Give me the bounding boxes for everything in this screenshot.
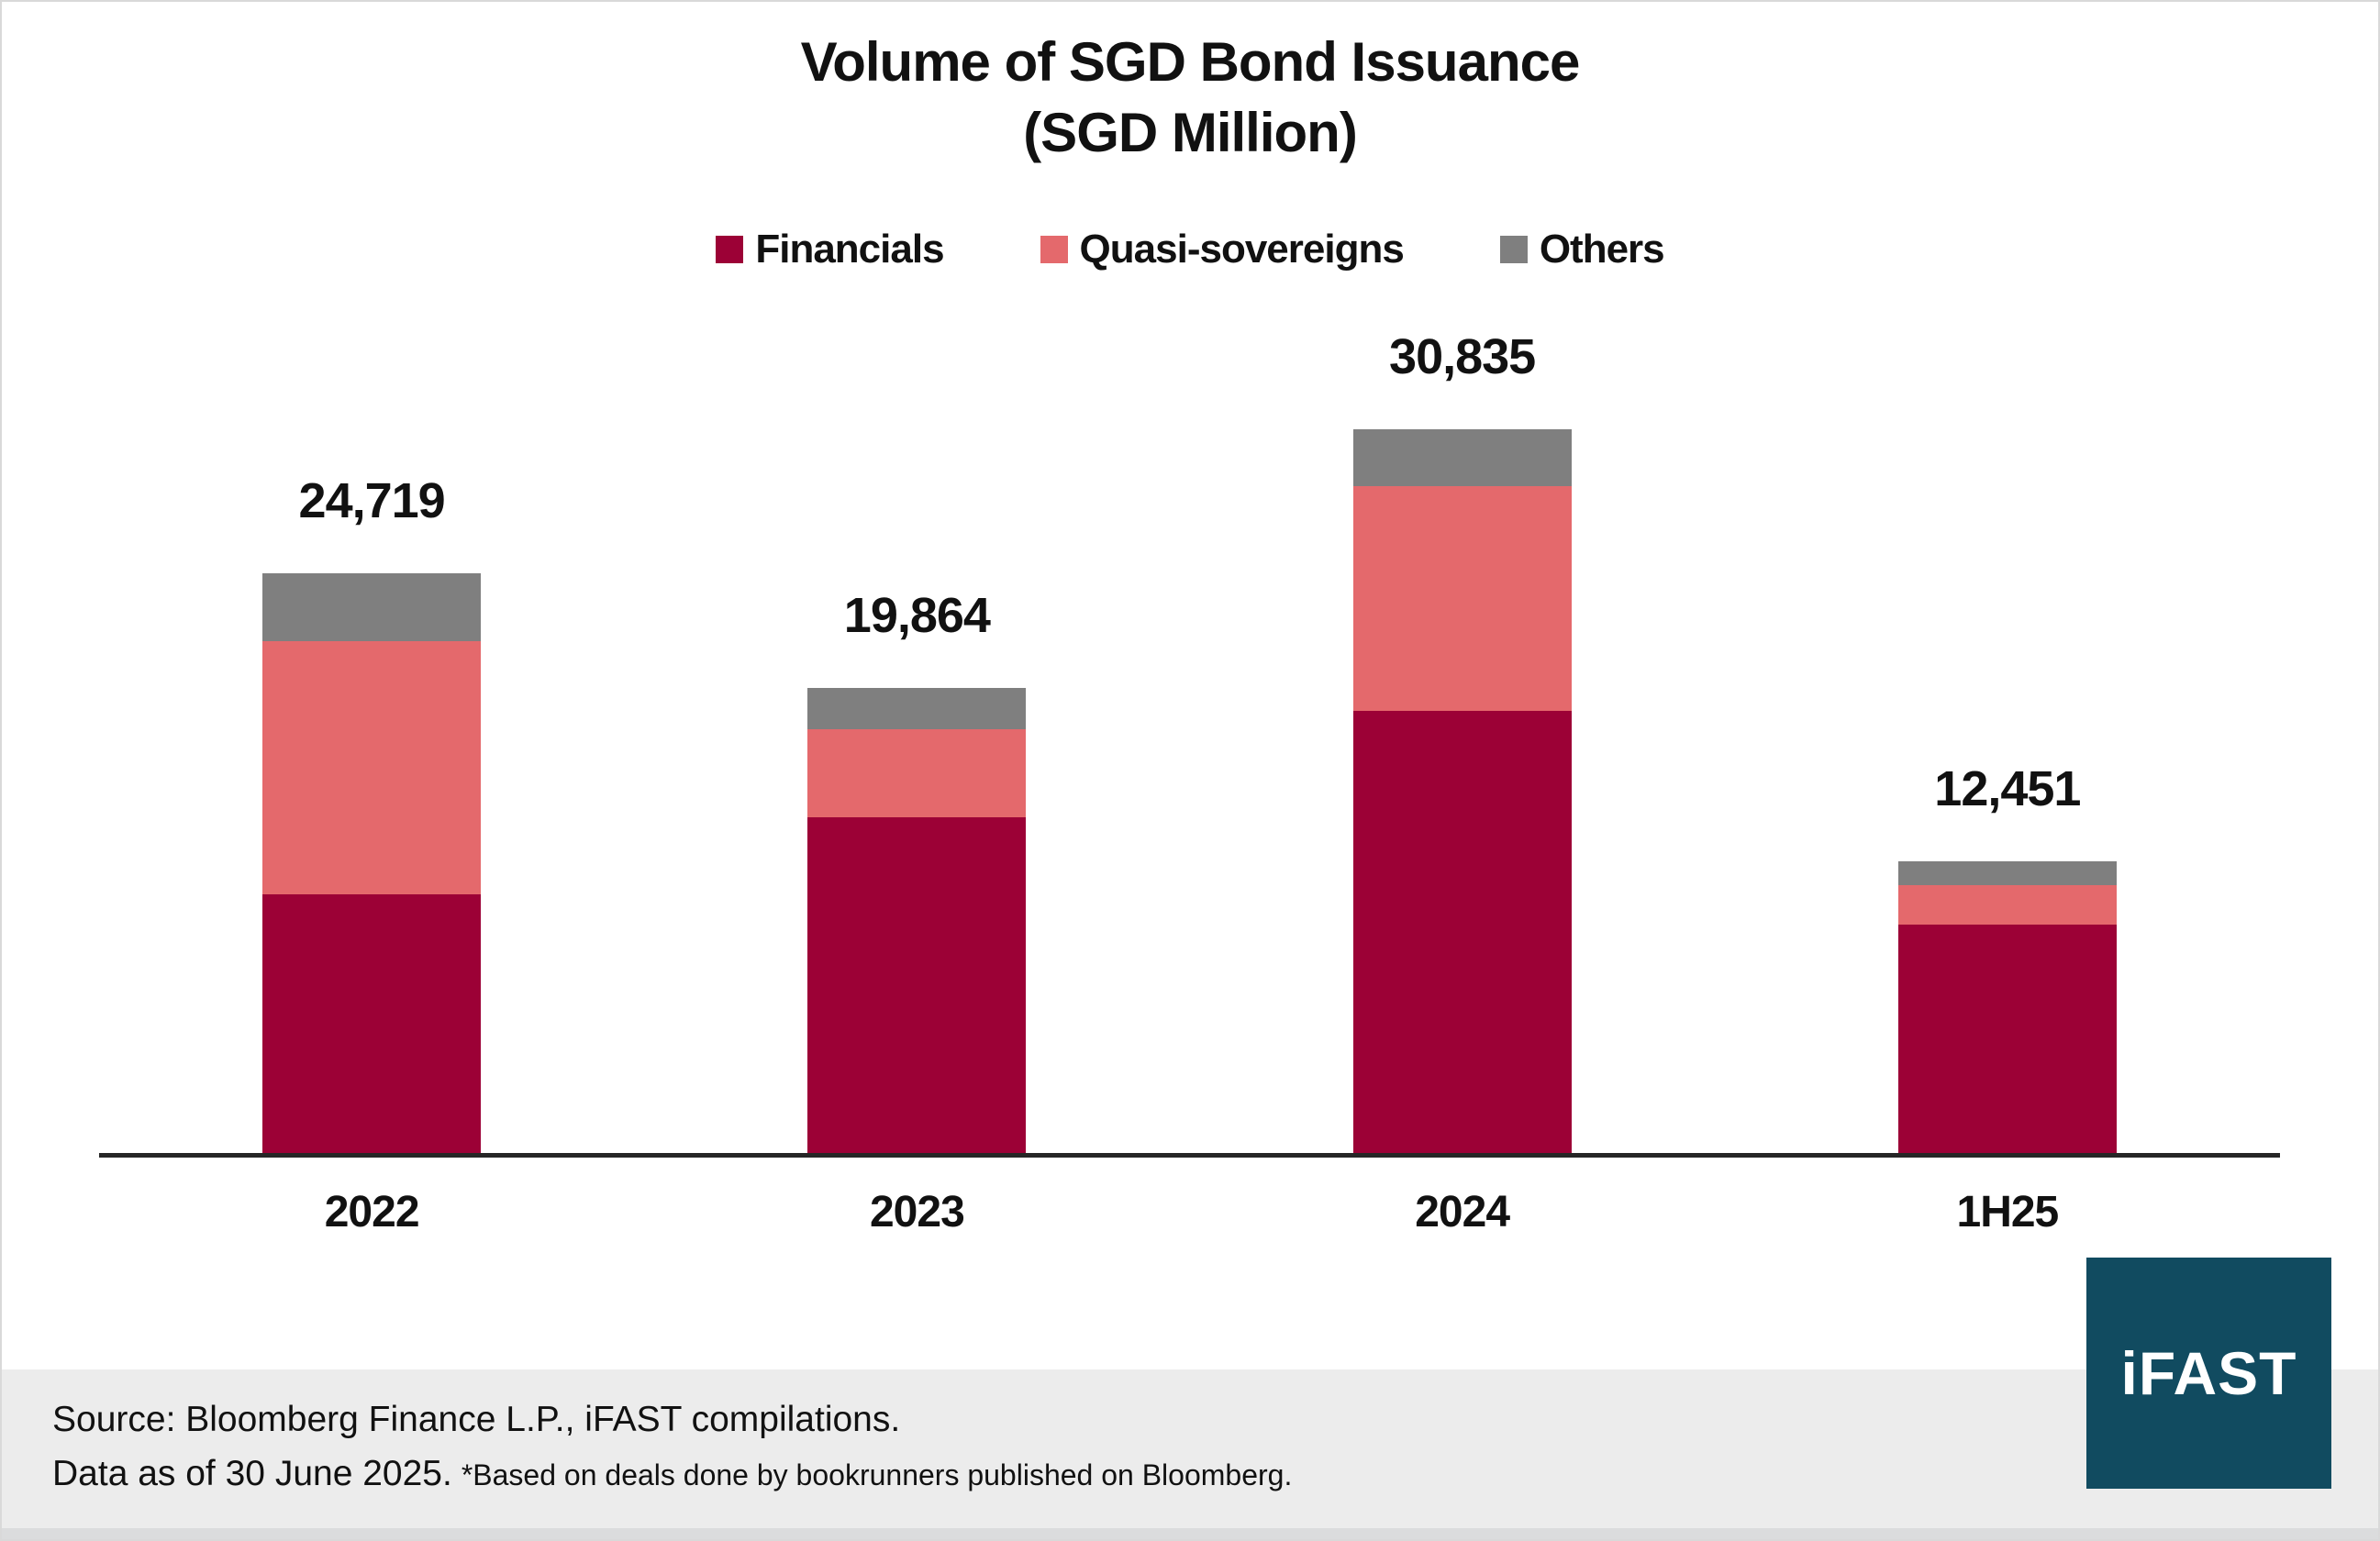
bar-2022-quasi-sovereigns-segment: [262, 641, 482, 894]
x-axis-line: [99, 1153, 2280, 1158]
footer: Source: Bloomberg Finance L.P., iFAST co…: [2, 1369, 2378, 1539]
total-label-1h25: 12,451: [1934, 761, 2081, 816]
footnote-text: *Based on deals done by bookrunners publ…: [461, 1458, 1293, 1491]
total-label-2023: 19,864: [843, 588, 991, 643]
bar-1h25-others-segment: [1897, 861, 2117, 885]
source-text: Source: Bloomberg Finance L.P., iFAST co…: [52, 1400, 901, 1439]
bar-2023-financials-segment: [807, 817, 1027, 1153]
bar-2023-others-segment: [807, 688, 1027, 729]
bar-stack-2024: [1352, 429, 1572, 1153]
total-label-2022: 24,719: [298, 473, 446, 528]
bar-2024-quasi-sovereigns-segment: [1352, 486, 1572, 711]
legend-marker-others-icon: [1499, 236, 1528, 263]
bar-stack-2023: [807, 688, 1027, 1153]
plot-area: 24,719 19,864 30,835 12,451: [99, 295, 2280, 1153]
data-as-of-line: Data as of 30 June 2025. *Based on deals …: [52, 1453, 2378, 1496]
legend-item-financials: Financials: [716, 227, 945, 272]
bar-group-2022: 24,719: [99, 295, 644, 1153]
bar-2022-financials-segment: [262, 894, 482, 1153]
bar-group-1h25: 12,451: [1735, 295, 2280, 1153]
legend-label-quasi-sovereigns: Quasi-sovereigns: [1079, 227, 1405, 272]
footer-bottom-strip: [2, 1528, 2378, 1539]
x-axis-label-1h25: 1H25: [1956, 1188, 2060, 1236]
bar-2024-financials-segment: [1352, 711, 1572, 1153]
bar-group-2024: 30,835: [1190, 295, 1735, 1153]
legend-item-others: Others: [1499, 227, 1665, 272]
x-axis-label-2024: 2024: [1415, 1188, 1510, 1236]
legend-marker-financials-icon: [716, 236, 744, 263]
bar-1h25-quasi-sovereigns-segment: [1897, 885, 2117, 925]
legend: Financials Quasi-sovereigns Others: [2, 227, 2378, 272]
legend-label-others: Others: [1539, 227, 1665, 272]
bar-1h25-financials-segment: [1897, 925, 2117, 1153]
x-axis-label-2023: 2023: [869, 1188, 965, 1236]
ifast-logo-text: iFAST: [2120, 1339, 2297, 1407]
ifast-logo: iFAST: [2086, 1258, 2331, 1489]
x-axis-labels: 2022 2023 2024 1H25: [99, 1187, 2280, 1237]
legend-item-quasi-sovereigns: Quasi-sovereigns: [1040, 227, 1405, 272]
bar-2022-others-segment: [262, 573, 482, 641]
legend-label-financials: Financials: [755, 227, 944, 272]
chart-title-block: Volume of SGD Bond Issuance (SGD Million…: [2, 28, 2378, 169]
legend-marker-quasi-sovereigns-icon: [1040, 236, 1068, 263]
data-as-of-text: Data as of 30 June 2025.: [52, 1453, 452, 1493]
x-axis-label-2022: 2022: [324, 1188, 420, 1236]
total-label-2024: 30,835: [1389, 329, 1536, 384]
bar-stack-1h25: [1897, 861, 2117, 1153]
chart-subtitle: (SGD Million): [1023, 101, 1358, 163]
bar-stack-2022: [262, 573, 482, 1153]
bar-group-2023: 19,864: [644, 295, 1189, 1153]
chart-title: Volume of SGD Bond Issuance: [800, 31, 1581, 93]
bar-2024-others-segment: [1352, 429, 1572, 486]
bar-2023-quasi-sovereigns-segment: [807, 729, 1027, 817]
